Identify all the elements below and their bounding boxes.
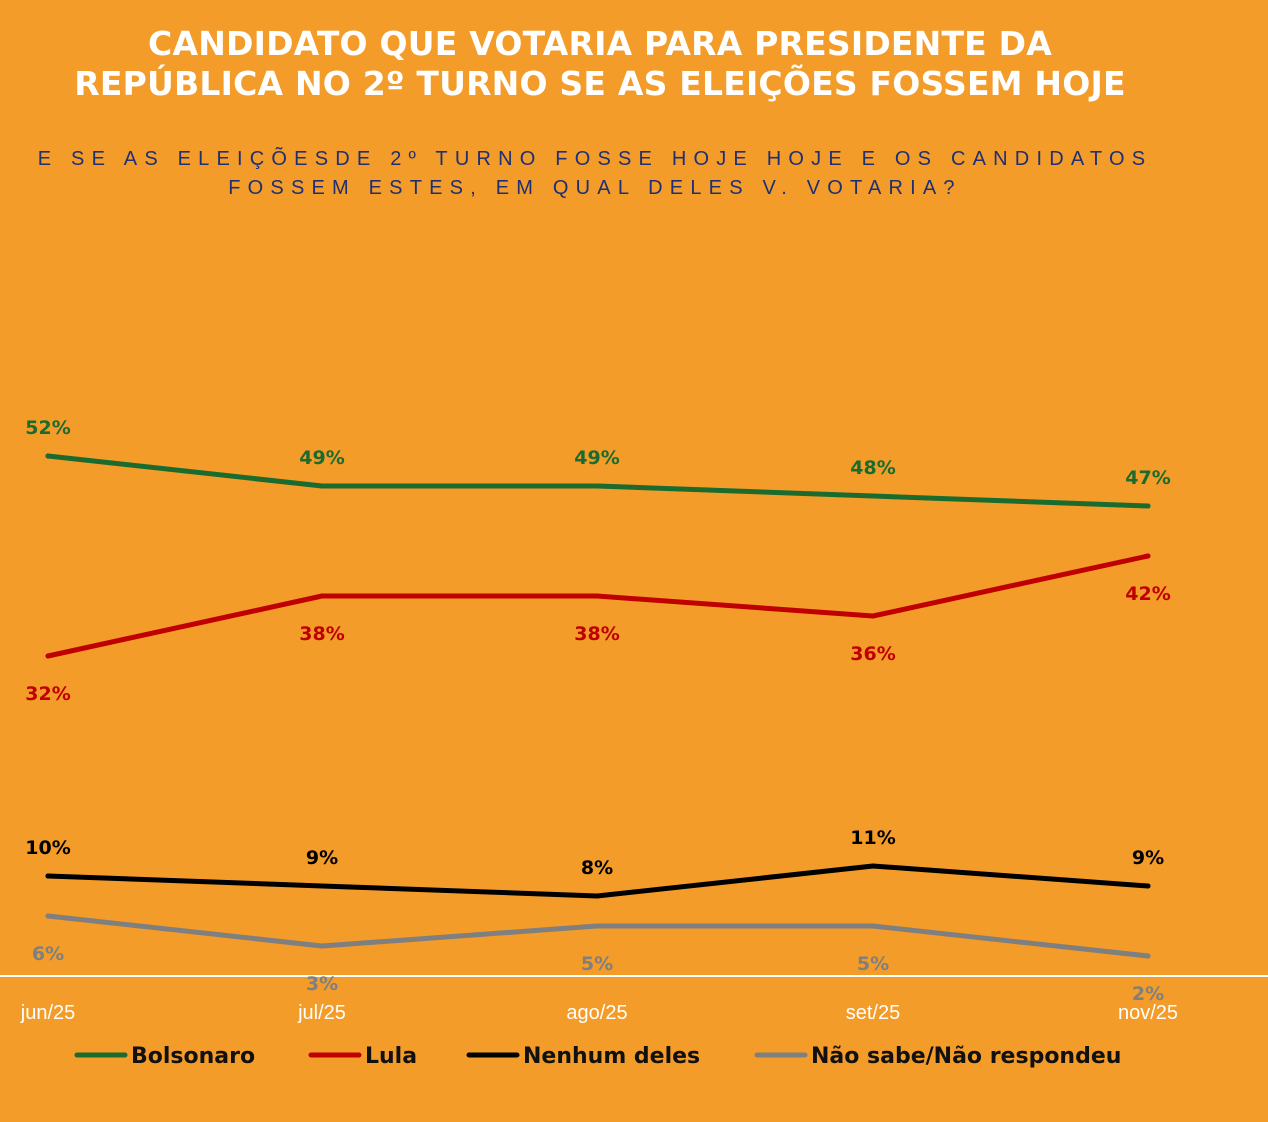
data-point-nenhum-deles [870, 863, 876, 869]
data-label-lula: 36% [850, 643, 895, 665]
data-label-nenhum-deles: 10% [25, 837, 70, 859]
data-point-nenhum-deles [319, 883, 325, 889]
data-label-nao-sabe-nao-respondeu: 6% [32, 943, 64, 965]
data-point-lula [45, 653, 51, 659]
data-label-nao-sabe-nao-respondeu: 2% [1132, 983, 1164, 1005]
x-tick-label: set/25 [846, 1002, 900, 1024]
data-point-bolsonaro [45, 453, 51, 459]
data-label-lula: 38% [574, 623, 619, 645]
data-label-nenhum-deles: 9% [306, 847, 338, 869]
data-point-nenhum-deles [1145, 883, 1151, 889]
series-line-nao-sabe-nao-respondeu [45, 913, 1151, 959]
chart-subtitle: E SE AS ELEIÇÕESDE 2º TURNO FOSSE HOJE H… [0, 145, 1190, 203]
data-label-bolsonaro: 49% [574, 447, 619, 469]
data-point-nao-sabe-nao-respondeu [1145, 953, 1151, 959]
data-point-nao-sabe-nao-respondeu [594, 923, 600, 929]
data-label-lula: 32% [25, 683, 70, 705]
data-point-nenhum-deles [45, 873, 51, 879]
data-label-nenhum-deles: 8% [581, 857, 613, 879]
data-label-nao-sabe-nao-respondeu: 3% [306, 973, 338, 995]
data-point-lula [319, 593, 325, 599]
x-tick-label: ago/25 [566, 1002, 627, 1024]
legend-label-nenhum-deles: Nenhum deles [523, 1044, 700, 1069]
chart-subtitle-line-1: E SE AS ELEIÇÕESDE 2º TURNO FOSSE HOJE H… [37, 148, 1153, 170]
data-point-lula [870, 613, 876, 619]
data-point-bolsonaro [319, 483, 325, 489]
chart-title: CANDIDATO QUE VOTARIA PARA PRESIDENTE DA… [0, 24, 1200, 104]
data-point-bolsonaro [594, 483, 600, 489]
x-tick-label: jun/25 [20, 1002, 76, 1024]
x-tick-label: nov/25 [1118, 1002, 1178, 1024]
chart-title-line-1: CANDIDATO QUE VOTARIA PARA PRESIDENTE DA [148, 24, 1052, 63]
data-label-nenhum-deles: 9% [1132, 847, 1164, 869]
legend-label-lula: Lula [365, 1044, 417, 1069]
chart-title-line-2: REPÚBLICA NO 2º TURNO SE AS ELEIÇÕES FOS… [74, 64, 1126, 103]
data-point-bolsonaro [1145, 503, 1151, 509]
x-tick-label: jul/25 [297, 1002, 346, 1024]
data-label-bolsonaro: 52% [25, 417, 70, 439]
legend: Bolsonaro Lula Nenhum deles Não sabe/Não re… [74, 1044, 1121, 1069]
data-point-lula [1145, 553, 1151, 559]
data-label-nao-sabe-nao-respondeu: 5% [581, 953, 613, 975]
data-label-lula: 38% [299, 623, 344, 645]
legend-label-bolsonaro: Bolsonaro [131, 1044, 255, 1069]
data-label-bolsonaro: 48% [850, 457, 895, 479]
data-label-nao-sabe-nao-respondeu: 5% [857, 953, 889, 975]
chart-subtitle-line-2: FOSSEM ESTES, EM QUAL DELES V. VOTARIA? [228, 177, 962, 199]
data-point-lula [594, 593, 600, 599]
data-label-bolsonaro: 47% [1125, 467, 1170, 489]
data-label-lula: 42% [1125, 583, 1170, 605]
data-label-nenhum-deles: 11% [850, 827, 895, 849]
legend-label-nao-sabe-nao-respondeu: Não sabe/Não respondeu [811, 1044, 1121, 1069]
data-point-nao-sabe-nao-respondeu [319, 943, 325, 949]
data-point-nao-sabe-nao-respondeu [45, 913, 51, 919]
data-point-bolsonaro [870, 493, 876, 499]
data-point-nenhum-deles [594, 893, 600, 899]
data-point-nao-sabe-nao-respondeu [870, 923, 876, 929]
data-label-bolsonaro: 49% [299, 447, 344, 469]
